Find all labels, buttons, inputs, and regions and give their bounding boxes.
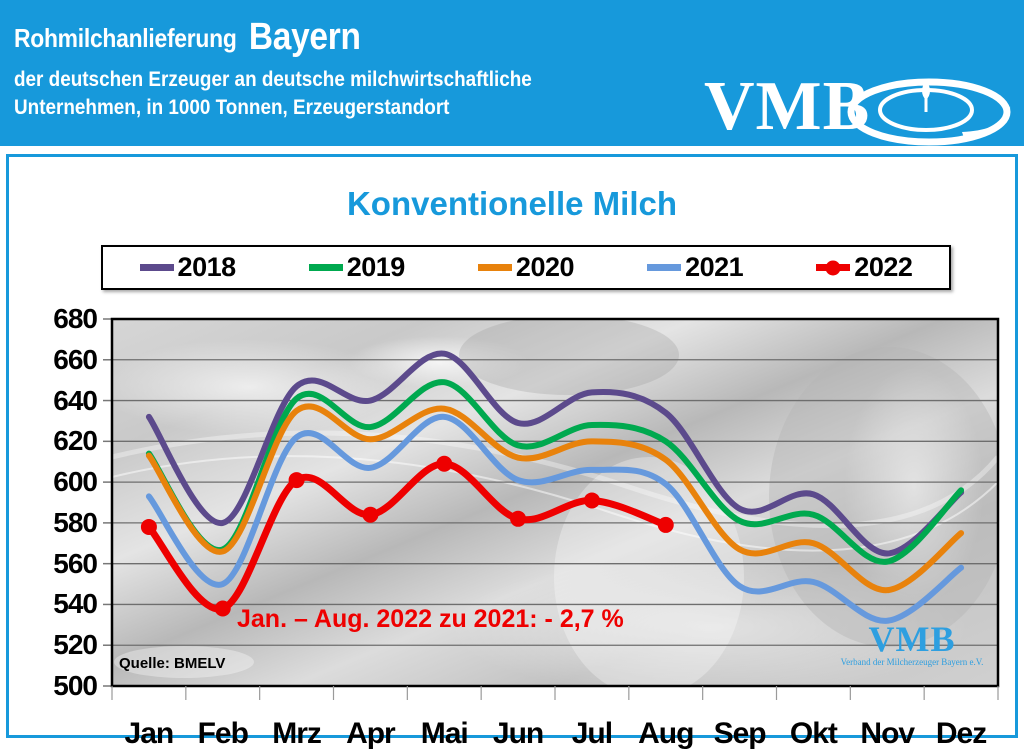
banner-title: Rohmilchanlieferung Bayern <box>14 18 361 56</box>
y-axis-tick-label: 620 <box>53 425 98 457</box>
legend-swatch-icon <box>477 264 512 271</box>
x-axis-tick-label: Jun <box>492 717 544 750</box>
y-axis-tick-label: 640 <box>53 384 98 416</box>
series-line-2019 <box>145 379 965 565</box>
banner-title-region: Bayern <box>248 16 361 58</box>
series-marker-2022 <box>583 492 600 509</box>
x-axis-tick-label: Aug <box>638 717 694 750</box>
banner-subtitle-line2: Unternehmen, in 1000 Tonnen, Erzeugersta… <box>14 96 450 119</box>
axis-ticks <box>103 318 112 687</box>
x-axis-tick-label: Nov <box>860 717 915 750</box>
chart-title: Konventionelle Milch <box>346 185 678 222</box>
x-axis-tick-label: Mai <box>420 717 469 750</box>
legend-item-2022[interactable]: 2022 <box>816 252 913 283</box>
legend-item-2019[interactable]: 2019 <box>308 252 406 283</box>
legend-label: 2018 <box>177 252 237 282</box>
x-axis-tick-label: Okt <box>789 717 838 750</box>
vmb-droplet-icon <box>847 78 1011 146</box>
series-marker-2022 <box>657 516 674 533</box>
legend-swatch-icon <box>139 264 174 271</box>
plot-area: 500 520 540 560 580 600 620 640 660 680 <box>9 157 1021 750</box>
x-axis-tick-label: Jul <box>571 717 613 750</box>
banner-title-main: Rohmilchanlieferung <box>14 23 237 53</box>
series-line-2020 <box>145 403 965 594</box>
series-line-2018 <box>145 350 965 557</box>
legend-label: 2021 <box>685 252 744 282</box>
chart-annotation: Jan. – Aug. 2022 zu 2021: - 2,7 % <box>237 605 624 633</box>
y-axis-tick-label: 520 <box>53 629 98 661</box>
legend-swatch-icon <box>816 264 851 271</box>
legend-label: 2019 <box>346 252 406 282</box>
legend-swatch-icon <box>647 264 682 271</box>
data-series-group <box>140 350 965 624</box>
chart-source: Quelle: BMELV <box>119 655 226 672</box>
x-axis-tick-label: Dez <box>935 717 987 750</box>
y-axis-tick-label: 680 <box>53 303 98 334</box>
header-banner: Rohmilchanlieferung Bayern der deutschen … <box>0 0 1024 146</box>
y-axis-tick-label: 660 <box>53 343 98 375</box>
x-axis-tick-label: Mrz <box>272 717 322 750</box>
y-axis-tick-label: 500 <box>53 670 98 701</box>
chart-card: Konventionelle Milch 2018 2019 2020 2021 202… <box>6 154 1021 750</box>
y-axis-tick-label: 560 <box>53 547 98 579</box>
series-marker-2022 <box>214 600 231 617</box>
chart-canvas <box>103 317 1000 700</box>
legend-item-2021[interactable]: 2021 <box>647 252 744 283</box>
x-axis-labels: Jan Feb Mrz Apr Mai Jun Jul Aug Sep Okt Nov Dez <box>9 703 1021 750</box>
x-axis-tick-label: Feb <box>197 717 249 750</box>
vmb-logo: VMB <box>704 70 1014 146</box>
plot-background-image <box>112 319 998 686</box>
banner-subtitle-line1: der deutschen Erzeuger an deutsche milch… <box>14 68 532 91</box>
x-axis-separators <box>111 686 999 700</box>
legend-item-2020[interactable]: 2020 <box>477 252 575 283</box>
y-axis-tick-label: 600 <box>53 466 98 498</box>
legend-item-2018[interactable]: 2018 <box>139 252 237 283</box>
x-axis-tick-label: Jan <box>124 717 175 750</box>
y-axis-labels: 500 520 540 560 580 600 620 640 660 680 <box>19 157 98 741</box>
chart-legend: 2018 2019 2020 2021 2022 <box>101 245 951 290</box>
legend-label: 2022 <box>854 252 913 282</box>
series-marker-2022 <box>436 455 453 472</box>
legend-label: 2020 <box>515 252 575 282</box>
x-axis-tick-label: Sep <box>713 717 767 750</box>
y-axis-tick-label: 540 <box>53 588 98 620</box>
series-line-2021 <box>145 413 965 624</box>
series-marker-2022 <box>140 518 157 535</box>
vmb-logo-text: VMB <box>704 68 871 145</box>
y-axis-tick-label: 580 <box>53 506 98 538</box>
legend-swatch-icon <box>308 264 343 271</box>
x-axis-tick-label: Apr <box>346 717 396 750</box>
banner-subtitle: der deutschen Erzeuger an deutsche milch… <box>14 66 532 122</box>
series-marker-2022 <box>288 472 305 489</box>
series-marker-2022 <box>510 510 527 527</box>
series-marker-2022 <box>362 506 379 523</box>
